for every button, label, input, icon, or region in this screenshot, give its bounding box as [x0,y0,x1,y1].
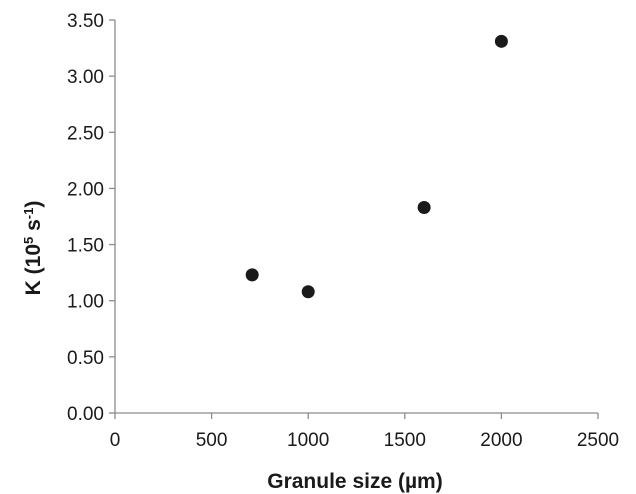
y-axis-title-exp2: -1 [21,208,36,220]
data-point [245,268,259,282]
y-axis-title: K (105 s-1) [21,201,46,296]
y-axis-title-exp1: 5 [21,237,36,244]
x-tick-label: 2000 [480,430,522,451]
data-point [417,201,431,215]
y-axis-title-end: ) [22,201,45,208]
x-tick-label: 0 [110,430,121,451]
x-tick-label: 1000 [287,430,329,451]
data-point [301,285,315,299]
y-tick-label: 1.00 [67,292,104,313]
x-axis: 0 500 1000 1500 2000 2500 [110,412,619,451]
y-axis: 0.00 0.50 1.00 1.50 2.00 2.50 3.00 3.50 [67,11,116,425]
x-axis-title: Granule size (µm) [267,470,442,493]
y-axis-title-main: K (10 [22,244,45,295]
x-tick-label: 1500 [384,430,426,451]
y-tick-label: 2.00 [67,179,104,200]
y-tick-label: 0.50 [67,348,104,369]
y-axis-title-mid: s [22,219,45,237]
x-tick-label: 500 [196,430,228,451]
y-tick-label: 0.00 [67,404,104,425]
x-tick-label: 2500 [577,430,619,451]
y-tick-label: 2.50 [67,123,104,144]
data-point [494,34,508,48]
y-tick-label: 1.50 [67,236,104,257]
y-tick-label: 3.00 [67,67,104,88]
y-tick-label: 3.50 [67,11,104,32]
data-points [245,34,508,299]
